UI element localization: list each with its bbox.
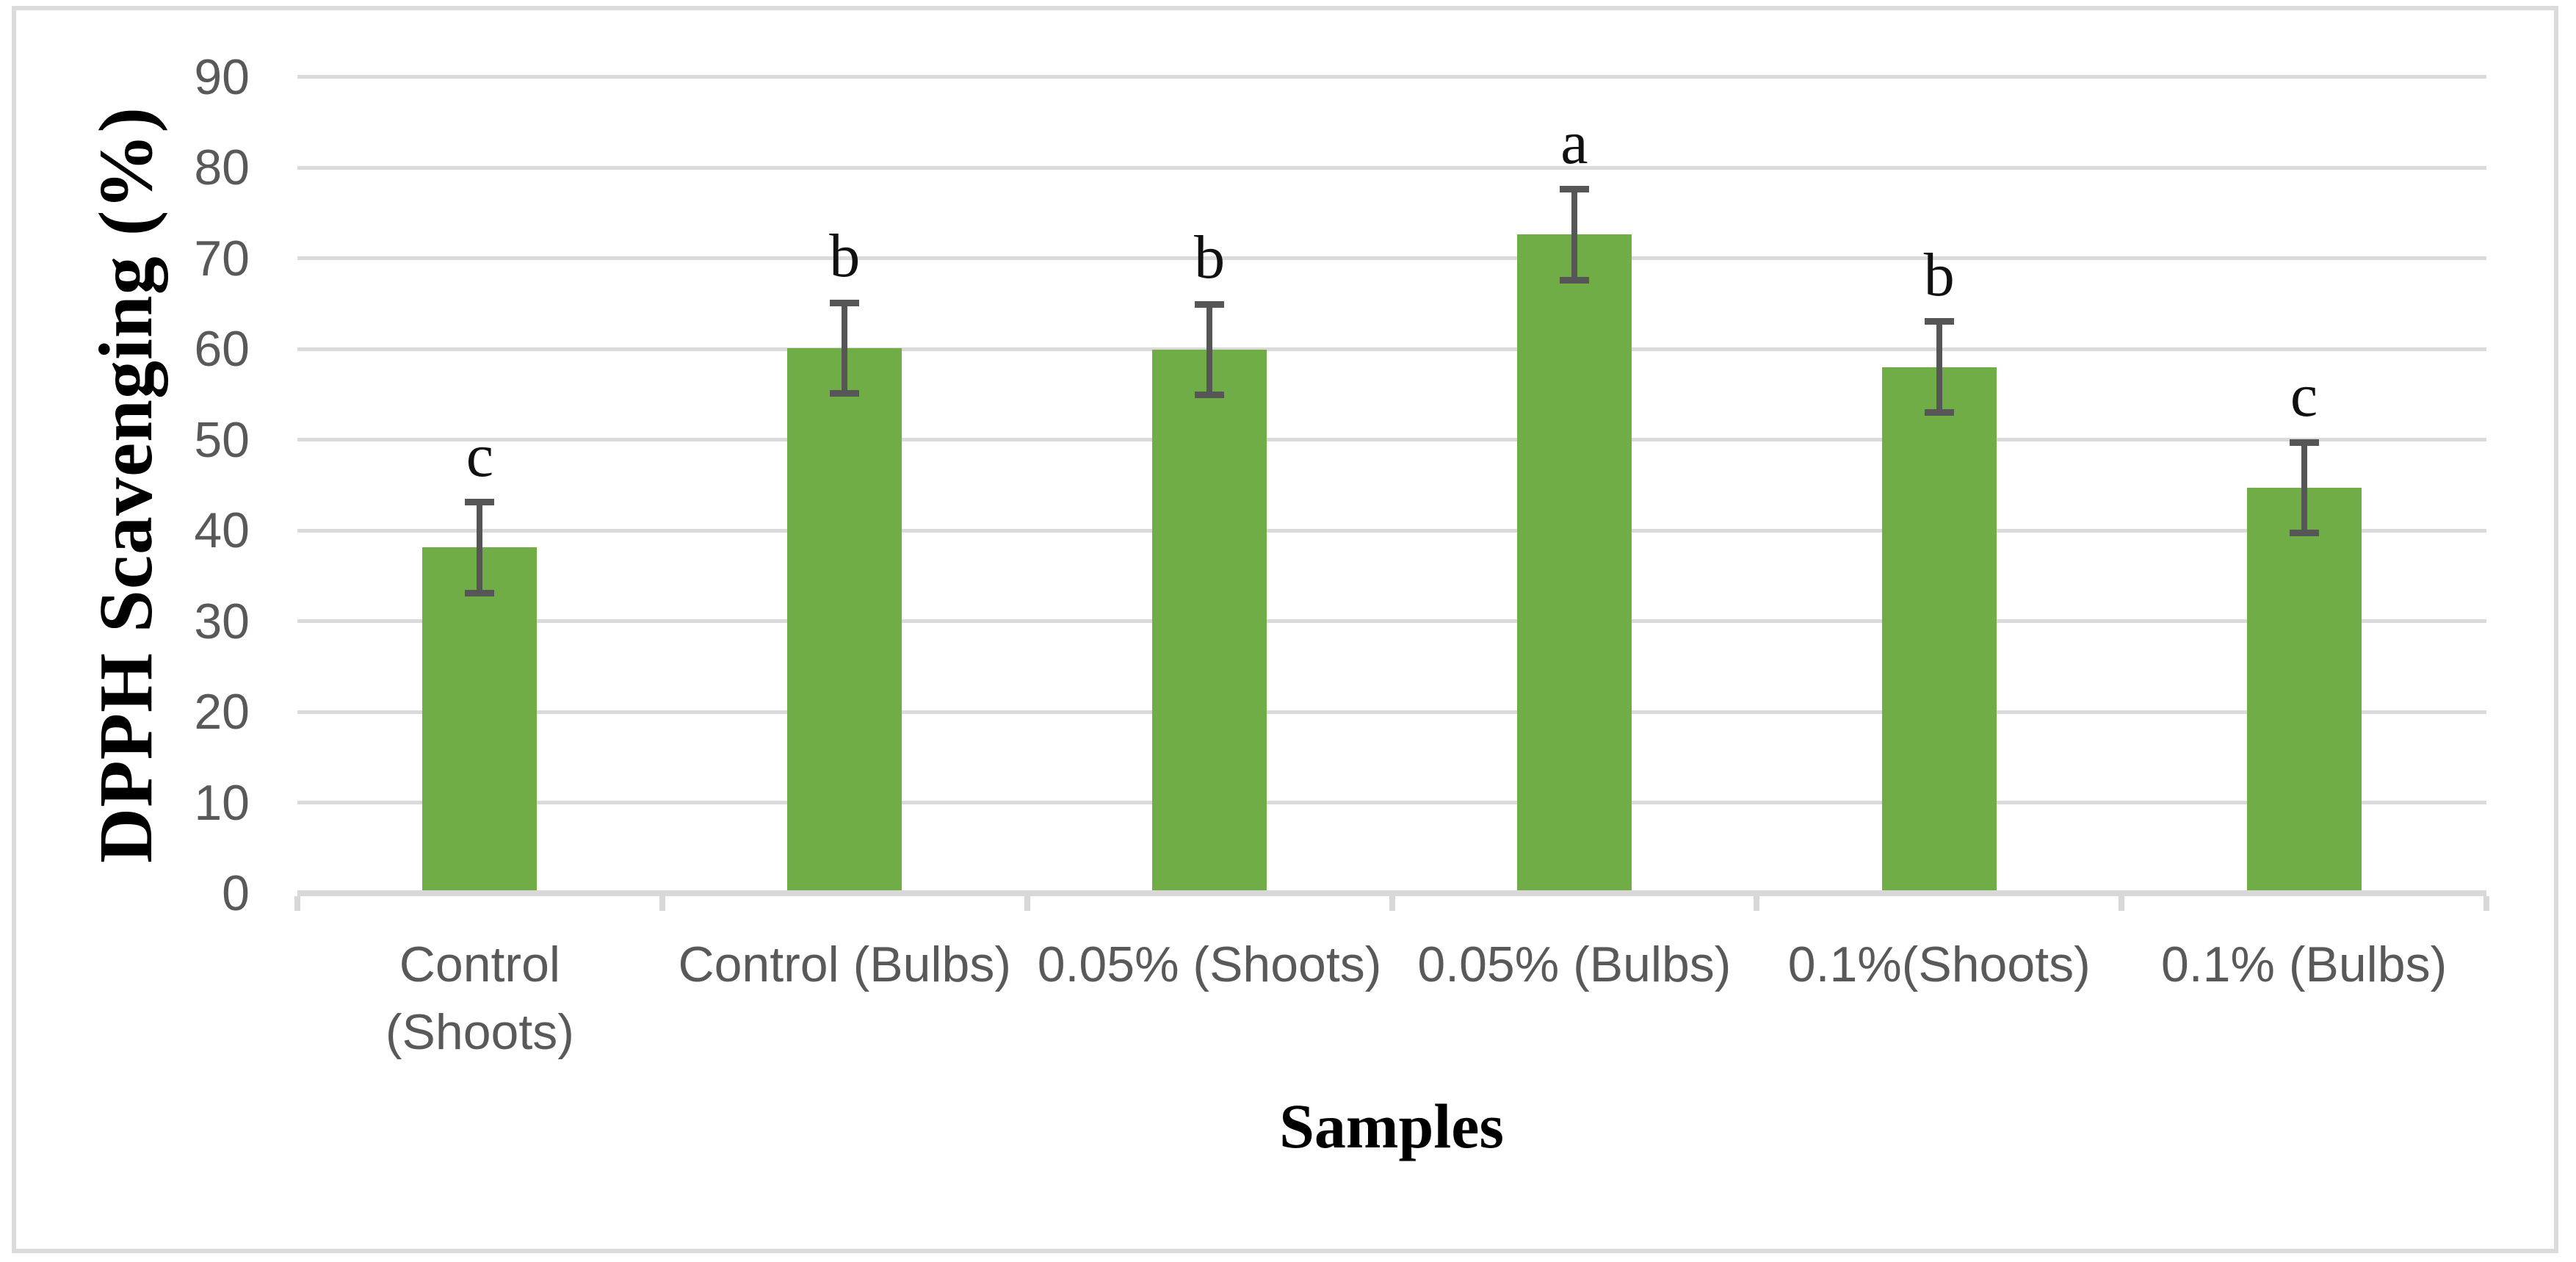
y-gridline [297,710,2486,714]
y-gridline [297,438,2486,441]
significance-letter: b [829,222,861,290]
error-bar-cap-top [1195,300,1225,308]
error-bar-cap-bottom [2289,530,2319,537]
error-bar-cap-bottom [1924,408,1954,416]
bar [1516,234,1632,890]
error-bar-line [842,303,848,394]
error-bar-cap-bottom [1559,276,1589,284]
y-tick-label: 0 [222,865,250,921]
bar [2246,487,2362,890]
x-tick-mark [1024,896,1030,911]
error-bar-line [2301,442,2307,533]
error-bar-cap-top [1559,186,1589,193]
error-bar-cap-top [465,499,495,506]
x-category-label: 0.1%(Shoots) [1787,937,2091,992]
error-bar-cap-top [1924,318,1954,325]
error-bar-cap-top [2289,439,2319,446]
y-gridline [297,619,2486,623]
bar [787,347,902,890]
bar [1152,350,1267,890]
significance-letter: a [1560,108,1588,177]
error-bar-cap-bottom [830,390,860,397]
x-tick-mark [659,896,665,911]
x-category-label: Control (Shoots) [385,937,574,1060]
y-tick-label: 10 [194,774,250,831]
y-gridline [297,347,2486,351]
significance-letter: b [1194,223,1226,292]
x-tick-mark [2119,896,2125,911]
y-tick-label: 40 [194,502,250,558]
y-gridline [297,75,2486,79]
bar [1881,367,1997,890]
y-gridline [297,165,2486,170]
significance-letter: c [466,421,494,490]
x-category-label: 0.05% (Shoots) [1037,937,1382,992]
y-gridline [297,256,2486,260]
x-category-label: 0.1% (Bulbs) [2160,937,2447,992]
y-tick-label: 70 [194,230,250,286]
y-tick-label: 80 [194,140,250,195]
bar [422,547,538,890]
y-tick-label: 50 [194,411,250,468]
x-tick-mark [1754,896,1760,911]
significance-letter: b [1923,240,1955,309]
x-category-label: Control (Bulbs) [678,937,1012,992]
y-tick-label: 20 [194,684,250,740]
error-bar-line [1206,304,1213,395]
y-tick-label: 30 [194,593,250,649]
y-gridline [297,528,2486,533]
y-tick-label: 60 [194,321,250,377]
error-bar-line [1571,189,1577,281]
x-tick-mark [2483,896,2489,911]
x-tick-mark [1389,896,1395,911]
x-tick-mark [294,896,300,911]
x-category-label: 0.05% (Bulbs) [1417,937,1732,992]
y-tick-label: 90 [194,48,250,105]
error-bar-line [1936,321,1942,413]
error-bar-cap-bottom [465,589,495,596]
x-axis-line [297,890,2486,896]
error-bar-line [477,502,483,594]
error-bar-cap-top [830,299,860,306]
significance-letter: c [2290,361,2318,430]
x-axis-title: Samples [1279,1091,1504,1161]
error-bar-cap-bottom [1195,392,1225,399]
y-gridline [297,801,2486,804]
